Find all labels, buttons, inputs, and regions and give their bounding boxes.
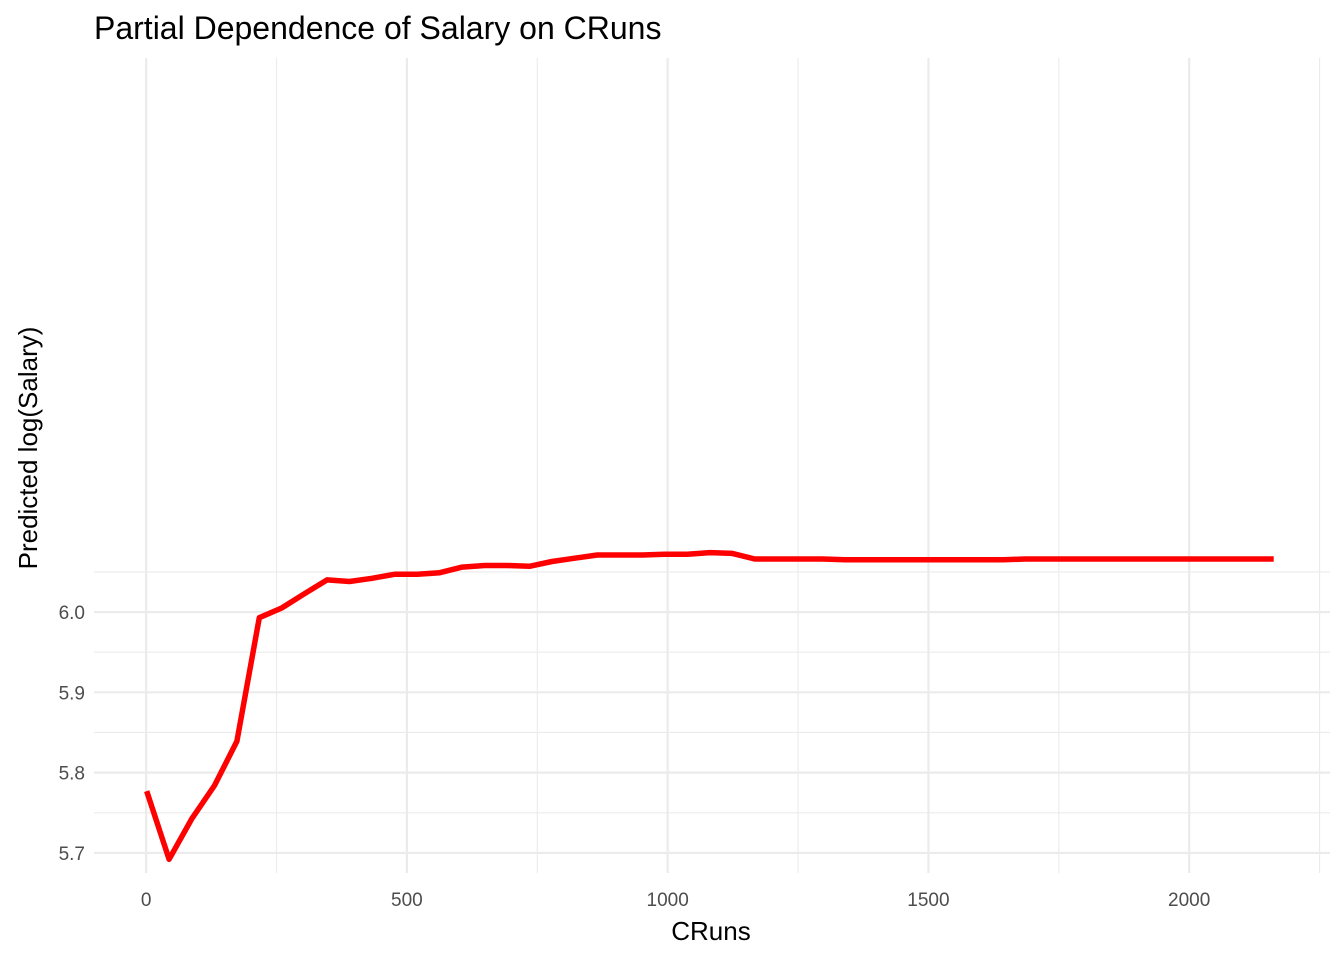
x-tick-label: 1000 bbox=[647, 890, 689, 911]
y-tick-label: 5.7 bbox=[59, 844, 85, 865]
y-tick-label: 6.0 bbox=[59, 603, 85, 624]
x-axis-title: CRuns bbox=[671, 916, 750, 946]
tick-labels: 0 500 1000 1500 2000 5.7 5.8 5.9 6.0 bbox=[59, 603, 1211, 911]
y-tick-label: 5.8 bbox=[59, 764, 85, 785]
x-tick-label: 1500 bbox=[907, 890, 949, 911]
chart-title: Partial Dependence of Salary on CRuns bbox=[94, 10, 661, 46]
x-tick-label: 2000 bbox=[1168, 890, 1210, 911]
x-tick-label: 500 bbox=[391, 890, 423, 911]
series-layer bbox=[144, 549, 1274, 863]
x-tick-label: 0 bbox=[141, 890, 152, 911]
series-line bbox=[144, 549, 1274, 863]
y-tick-label: 5.9 bbox=[59, 683, 85, 704]
grid bbox=[94, 58, 1330, 873]
y-axis-title: Predicted log(Salary) bbox=[13, 327, 43, 570]
